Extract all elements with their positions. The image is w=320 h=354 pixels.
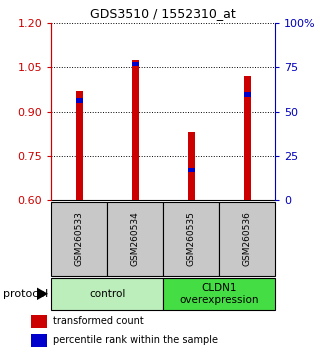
Text: GSM260536: GSM260536 bbox=[243, 211, 252, 267]
Text: GSM260534: GSM260534 bbox=[131, 212, 140, 266]
Polygon shape bbox=[37, 287, 48, 300]
Bar bbox=[76, 91, 83, 200]
Bar bbox=[244, 76, 251, 200]
Text: percentile rank within the sample: percentile rank within the sample bbox=[53, 335, 218, 346]
Bar bbox=[244, 92, 251, 97]
Bar bbox=[188, 132, 195, 200]
Bar bbox=[219, 202, 275, 276]
Bar bbox=[51, 278, 163, 310]
Text: protocol: protocol bbox=[3, 289, 48, 299]
Bar bbox=[107, 202, 163, 276]
Text: GSM260533: GSM260533 bbox=[75, 211, 84, 267]
Text: transformed count: transformed count bbox=[53, 316, 144, 326]
Bar bbox=[188, 167, 195, 172]
Bar bbox=[31, 315, 47, 328]
Text: CLDN1
overexpression: CLDN1 overexpression bbox=[180, 283, 259, 305]
Bar bbox=[163, 278, 275, 310]
Text: control: control bbox=[89, 289, 125, 299]
Bar bbox=[163, 202, 219, 276]
Bar bbox=[31, 334, 47, 347]
Bar bbox=[76, 98, 83, 103]
Bar bbox=[132, 61, 139, 200]
Bar bbox=[51, 202, 107, 276]
Bar bbox=[132, 62, 139, 66]
Title: GDS3510 / 1552310_at: GDS3510 / 1552310_at bbox=[90, 7, 236, 21]
Text: GSM260535: GSM260535 bbox=[187, 211, 196, 267]
